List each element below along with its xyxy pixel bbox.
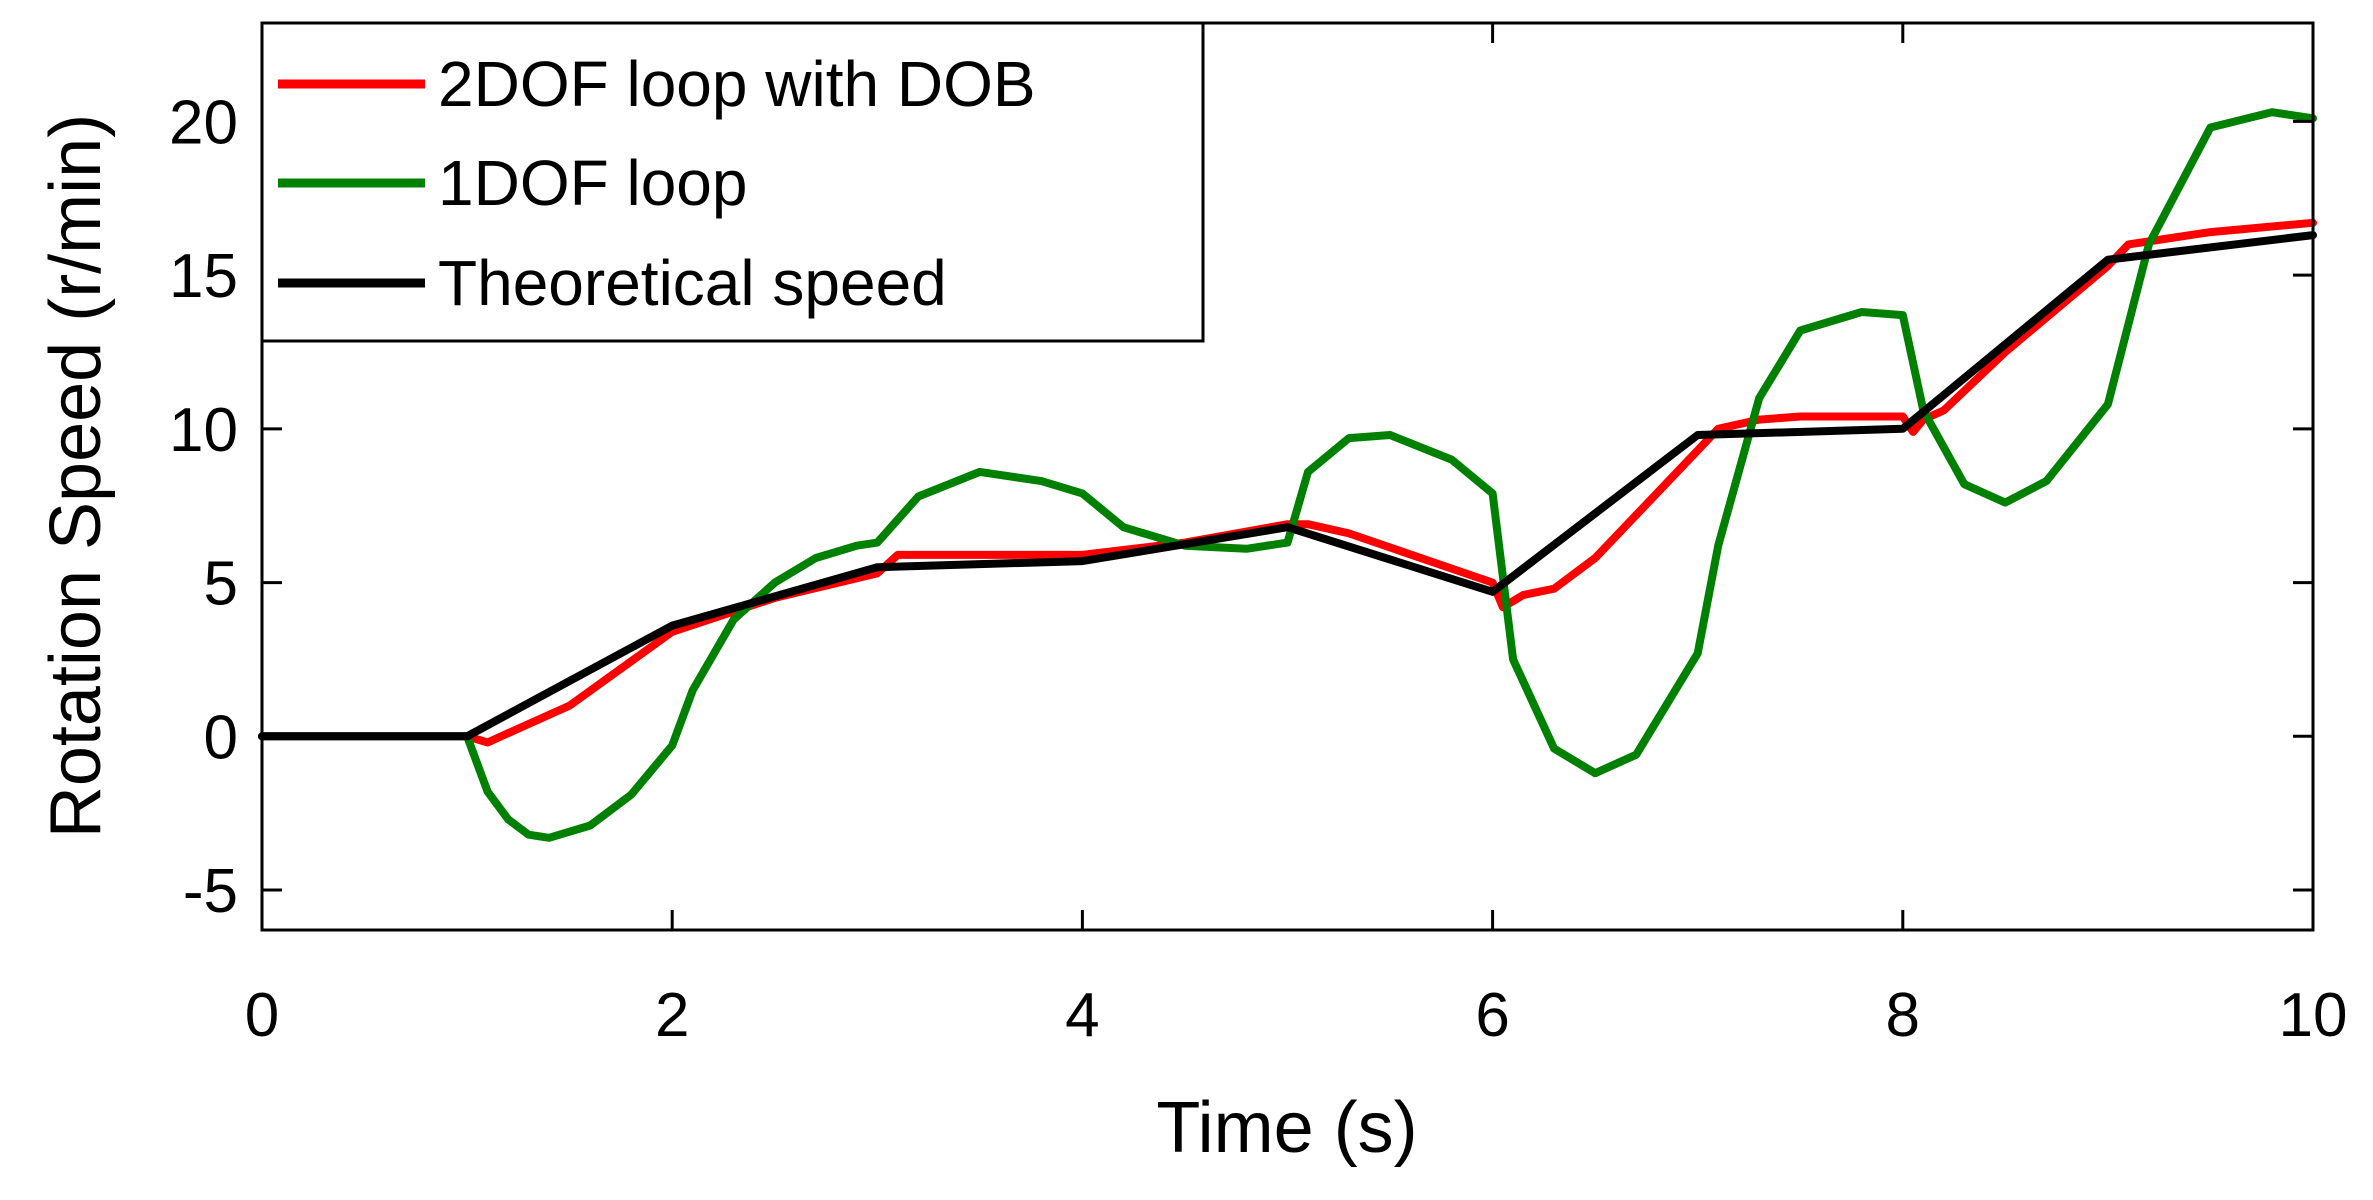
y-tick-label: 0 bbox=[204, 703, 238, 772]
y-tick-labels: -5 0 5 10 15 20 bbox=[169, 88, 238, 926]
x-tick-labels: 0 2 4 6 8 10 bbox=[245, 981, 2348, 1050]
legend: 2DOF loop with DOB 1DOF loop Theoretical… bbox=[260, 21, 1205, 343]
y-tick-label: 15 bbox=[169, 242, 238, 311]
legend-label-theoretical: Theoretical speed bbox=[438, 247, 947, 319]
y-tick-label: 20 bbox=[169, 88, 238, 157]
series-line-1 bbox=[258, 108, 2317, 842]
series-line-0 bbox=[258, 218, 2317, 747]
x-tick-label: 4 bbox=[1065, 981, 1099, 1050]
x-tick-label: 0 bbox=[245, 981, 279, 1050]
y-tick-label: 10 bbox=[169, 396, 238, 465]
x-tick-label: 8 bbox=[1886, 981, 1920, 1050]
legend-label-1dof: 1DOF loop bbox=[438, 147, 747, 219]
series-layer bbox=[258, 108, 2317, 842]
x-axis-title: Time (s) bbox=[1156, 1088, 1417, 1168]
x-tick-label: 10 bbox=[2279, 981, 2348, 1050]
legend-label-2dof: 2DOF loop with DOB bbox=[438, 48, 1036, 120]
x-tick-label: 6 bbox=[1475, 981, 1509, 1050]
y-tick-label: -5 bbox=[183, 857, 238, 926]
series-line-2 bbox=[258, 231, 2317, 741]
y-tick-label: 5 bbox=[204, 550, 238, 619]
axes-box bbox=[260, 21, 2315, 932]
y-axis-title: Rotation Speed (r/min) bbox=[36, 114, 116, 838]
x-tick-label: 2 bbox=[655, 981, 689, 1050]
